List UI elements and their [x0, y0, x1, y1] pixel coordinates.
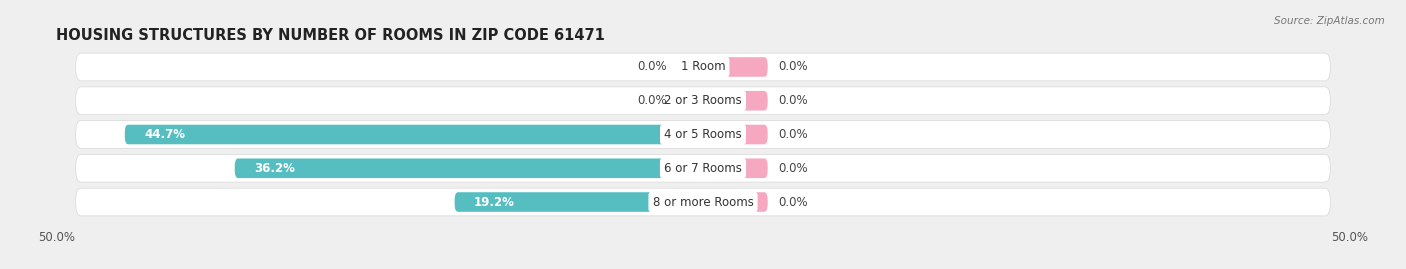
- Text: 0.0%: 0.0%: [778, 61, 807, 73]
- Text: HOUSING STRUCTURES BY NUMBER OF ROOMS IN ZIP CODE 61471: HOUSING STRUCTURES BY NUMBER OF ROOMS IN…: [56, 28, 605, 43]
- FancyBboxPatch shape: [703, 57, 768, 77]
- FancyBboxPatch shape: [76, 121, 1330, 148]
- FancyBboxPatch shape: [76, 154, 1330, 182]
- FancyBboxPatch shape: [454, 192, 703, 212]
- FancyBboxPatch shape: [125, 125, 703, 144]
- Text: 0.0%: 0.0%: [637, 61, 666, 73]
- FancyBboxPatch shape: [76, 53, 1330, 81]
- FancyBboxPatch shape: [76, 87, 1330, 115]
- FancyBboxPatch shape: [76, 188, 1330, 216]
- Text: 36.2%: 36.2%: [254, 162, 295, 175]
- Text: 0.0%: 0.0%: [637, 94, 666, 107]
- Text: Source: ZipAtlas.com: Source: ZipAtlas.com: [1274, 16, 1385, 26]
- FancyBboxPatch shape: [678, 91, 703, 111]
- Text: 1 Room: 1 Room: [681, 61, 725, 73]
- FancyBboxPatch shape: [703, 192, 768, 212]
- FancyBboxPatch shape: [678, 57, 703, 77]
- FancyBboxPatch shape: [703, 158, 768, 178]
- FancyBboxPatch shape: [703, 125, 768, 144]
- Text: 19.2%: 19.2%: [474, 196, 515, 208]
- Text: 8 or more Rooms: 8 or more Rooms: [652, 196, 754, 208]
- FancyBboxPatch shape: [235, 158, 703, 178]
- Text: 0.0%: 0.0%: [778, 128, 807, 141]
- Text: 44.7%: 44.7%: [145, 128, 186, 141]
- Text: 0.0%: 0.0%: [778, 196, 807, 208]
- Text: 2 or 3 Rooms: 2 or 3 Rooms: [664, 94, 742, 107]
- Text: 0.0%: 0.0%: [778, 162, 807, 175]
- Text: 6 or 7 Rooms: 6 or 7 Rooms: [664, 162, 742, 175]
- Text: 0.0%: 0.0%: [778, 94, 807, 107]
- FancyBboxPatch shape: [703, 91, 768, 111]
- Text: 4 or 5 Rooms: 4 or 5 Rooms: [664, 128, 742, 141]
